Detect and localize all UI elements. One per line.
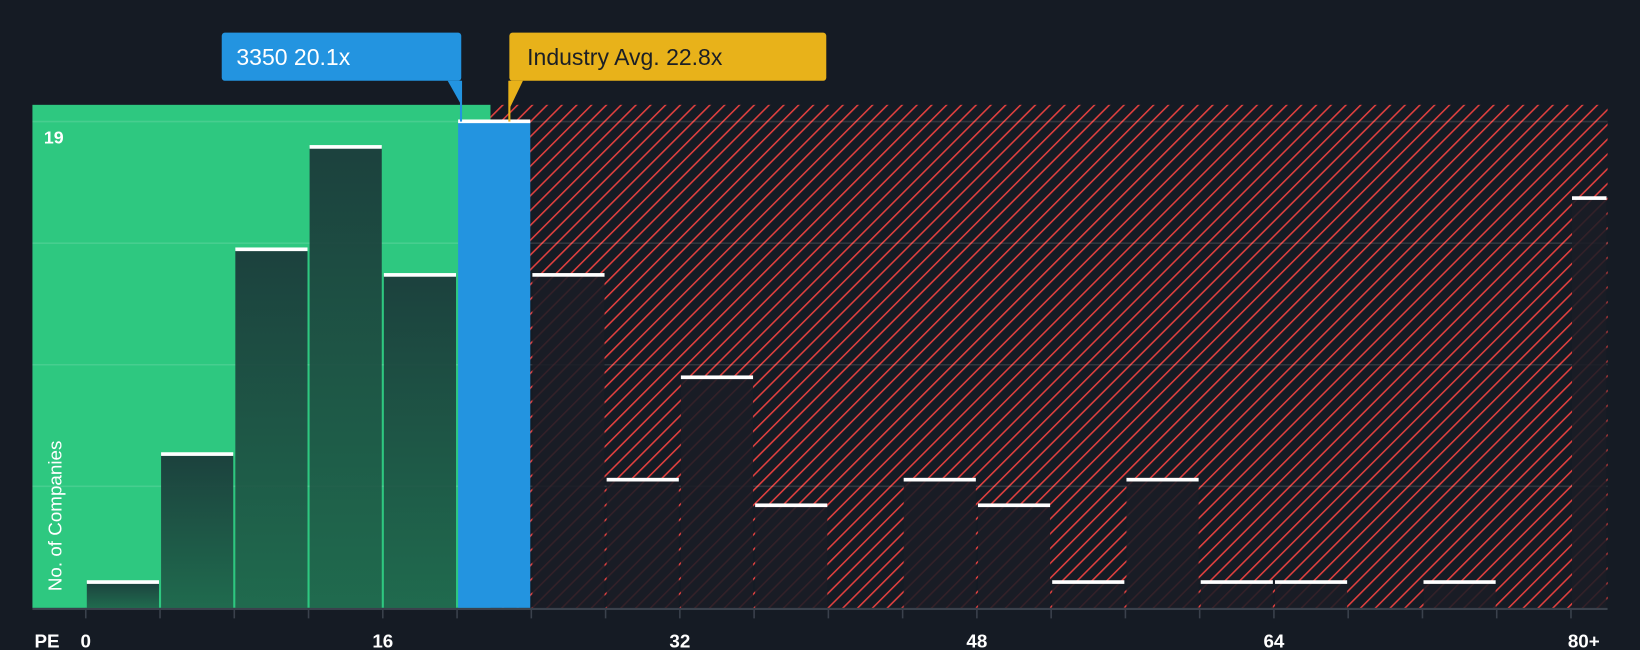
x-axis-label: PE <box>35 631 60 650</box>
histogram-bar <box>235 249 308 608</box>
industry-avg-callout-box <box>509 32 827 81</box>
histogram-bar <box>977 505 1051 608</box>
x-tick-label: 80+ <box>1568 631 1600 650</box>
histogram-bar <box>1126 479 1199 608</box>
company-callout-pointer <box>447 80 462 105</box>
bar-top-marker <box>1200 580 1273 584</box>
bar-top-marker <box>755 503 828 508</box>
histogram-bar <box>309 147 382 608</box>
bar-top-marker <box>606 477 679 482</box>
x-tick-label: 64 <box>1263 631 1284 650</box>
x-tick-label: 0 <box>81 631 91 650</box>
histogram-bar <box>161 454 234 608</box>
bar-top-marker <box>977 503 1051 508</box>
histogram-bar <box>1572 198 1607 608</box>
company-callout-box <box>221 32 462 81</box>
bar-top-marker <box>1274 580 1348 584</box>
bar-top-marker <box>532 273 605 277</box>
bar-top-marker <box>309 145 382 149</box>
histogram-bar <box>903 479 976 608</box>
histogram-bar <box>1052 582 1125 608</box>
bar-top-marker <box>1572 196 1607 200</box>
x-tick-label: 32 <box>669 631 690 650</box>
y-top-label: 19 <box>44 128 64 148</box>
histogram-bar <box>383 275 457 608</box>
x-tick-label: 48 <box>966 631 987 650</box>
histogram-bar <box>458 121 531 608</box>
industry-avg-callout-pointer <box>509 80 523 110</box>
bar-top-marker <box>235 247 308 252</box>
bar-top-marker <box>1126 477 1199 482</box>
y-axis-label: No. of Companies <box>45 441 66 592</box>
company-callout-label: 3350 20.1x <box>236 44 350 70</box>
histogram-bar <box>86 582 159 608</box>
histogram-bar <box>1423 582 1496 608</box>
x-tick-label: 16 <box>372 631 393 650</box>
histogram-bar <box>532 275 605 608</box>
bar-top-marker <box>161 452 234 456</box>
bar-top-marker <box>458 119 531 124</box>
histogram-bar <box>1274 582 1348 608</box>
histogram-bar <box>755 505 828 608</box>
bar-top-marker <box>903 477 976 482</box>
histogram-bar <box>606 479 679 608</box>
histogram-bar <box>1200 582 1273 608</box>
bar-top-marker <box>383 273 457 277</box>
bar-top-marker <box>680 375 754 380</box>
bar-top-marker <box>86 580 159 584</box>
histogram-bar <box>680 377 754 608</box>
bar-top-marker <box>1423 580 1496 584</box>
bar-top-marker <box>1052 580 1125 584</box>
industry-avg-callout-label: Industry Avg. 22.8x <box>527 44 723 70</box>
